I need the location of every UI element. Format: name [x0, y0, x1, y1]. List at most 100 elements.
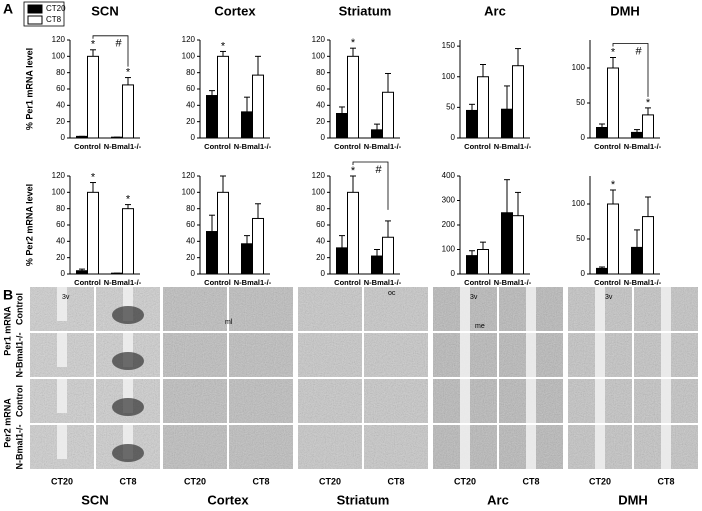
bracket-label: # [375, 164, 382, 176]
time-label: CT8 [522, 476, 539, 486]
y-tick-label: 20 [316, 253, 325, 262]
y-tick-label: 20 [186, 117, 195, 126]
bar [382, 236, 394, 275]
ventricle [123, 379, 133, 413]
legend-box [23, 1, 65, 27]
bar [371, 129, 383, 139]
y-tick-label: 0 [61, 133, 66, 142]
ventricle [661, 379, 671, 423]
y-tick-label: 20 [56, 117, 65, 126]
ventricle [595, 333, 605, 377]
y-tick-label: 100 [312, 187, 326, 196]
x-tick-label: N-Bmal1-/- [624, 142, 662, 151]
ventricle [123, 425, 133, 459]
x-tick-label: Control [334, 142, 361, 151]
bar [76, 135, 88, 139]
y-tick-label: 60 [56, 84, 65, 93]
region-label: SCN [81, 492, 108, 507]
chart-title: Cortex [214, 3, 256, 18]
micrograph-texture [229, 287, 293, 331]
genotype-label: Control [14, 293, 24, 325]
y-tick-label: 20 [316, 117, 325, 126]
x-tick-label: Control [204, 142, 231, 151]
significance-star: * [221, 40, 226, 52]
y-tick-label: 60 [186, 220, 195, 229]
y-tick-label: 120 [52, 171, 66, 180]
y-tick-label: 100 [572, 199, 586, 208]
y-tick-label: 40 [56, 236, 65, 245]
bar [241, 243, 253, 275]
y-axis-label: % Per1 mRNA level [24, 48, 34, 130]
y-tick-label: 60 [186, 84, 195, 93]
bracket [352, 161, 389, 210]
bracket-label: # [635, 45, 642, 57]
ventricle [460, 333, 470, 377]
y-tick-label: 100 [52, 187, 66, 196]
bracket [612, 43, 649, 97]
bar [642, 114, 654, 139]
micrograph-texture [298, 333, 362, 377]
x-tick-label: N-Bmal1-/- [234, 278, 272, 287]
time-label: CT20 [184, 476, 206, 486]
significance-star: * [611, 46, 616, 58]
time-label: CT8 [119, 476, 136, 486]
ventricle [526, 379, 536, 423]
y-tick-label: 60 [316, 84, 325, 93]
x-tick-label: N-Bmal1-/- [624, 278, 662, 287]
bar [382, 91, 394, 139]
significance-star: * [91, 39, 96, 51]
significance-star: * [126, 66, 131, 78]
y-tick-label: 20 [186, 253, 195, 262]
bar [607, 67, 619, 139]
bar [206, 95, 218, 139]
bar [336, 113, 348, 139]
x-tick-label: N-Bmal1-/- [234, 142, 272, 151]
chart-title: SCN [91, 3, 118, 18]
y-tick-label: 100 [442, 72, 456, 81]
y-tick-label: 0 [321, 133, 326, 142]
y-tick-label: 100 [182, 51, 196, 60]
legend-label: CT8 [46, 15, 62, 24]
ventricle [595, 425, 605, 469]
ventricle [57, 379, 67, 413]
ventricle [123, 287, 133, 321]
bar [252, 74, 264, 139]
bracket-label: # [115, 38, 122, 50]
time-label: CT20 [319, 476, 341, 486]
bar [631, 131, 643, 139]
bar [76, 270, 88, 275]
image-note: me [475, 323, 485, 330]
region-label: Striatum [337, 492, 390, 507]
y-tick-label: 60 [316, 220, 325, 229]
gene-label: Per1 mRNA [2, 306, 12, 356]
ventricle [661, 425, 671, 469]
region-label: DMH [618, 492, 648, 507]
bar [512, 65, 524, 139]
y-tick-label: 80 [186, 204, 195, 213]
bar [642, 216, 654, 275]
y-tick-label: 100 [442, 245, 456, 254]
image-note: 3v [470, 294, 478, 301]
scn-signal [112, 444, 144, 462]
y-tick-label: 120 [312, 171, 326, 180]
bar [111, 136, 123, 139]
time-label: CT20 [51, 476, 73, 486]
significance-star: * [351, 165, 356, 177]
y-tick-label: 0 [321, 269, 326, 278]
y-tick-label: 40 [56, 100, 65, 109]
chart-title: DMH [610, 3, 640, 18]
y-tick-label: 80 [56, 204, 65, 213]
bar [217, 55, 229, 139]
bar [241, 111, 253, 139]
legend-label: CT20 [46, 4, 66, 13]
significance-star: * [646, 97, 651, 109]
bar [466, 255, 478, 275]
legend-swatch [27, 15, 43, 25]
y-tick-label: 80 [316, 68, 325, 77]
legend-swatch [27, 4, 43, 14]
y-tick-label: 0 [191, 269, 196, 278]
genotype-label: Control [14, 385, 24, 417]
ventricle [460, 379, 470, 423]
x-tick-label: Control [334, 278, 361, 287]
